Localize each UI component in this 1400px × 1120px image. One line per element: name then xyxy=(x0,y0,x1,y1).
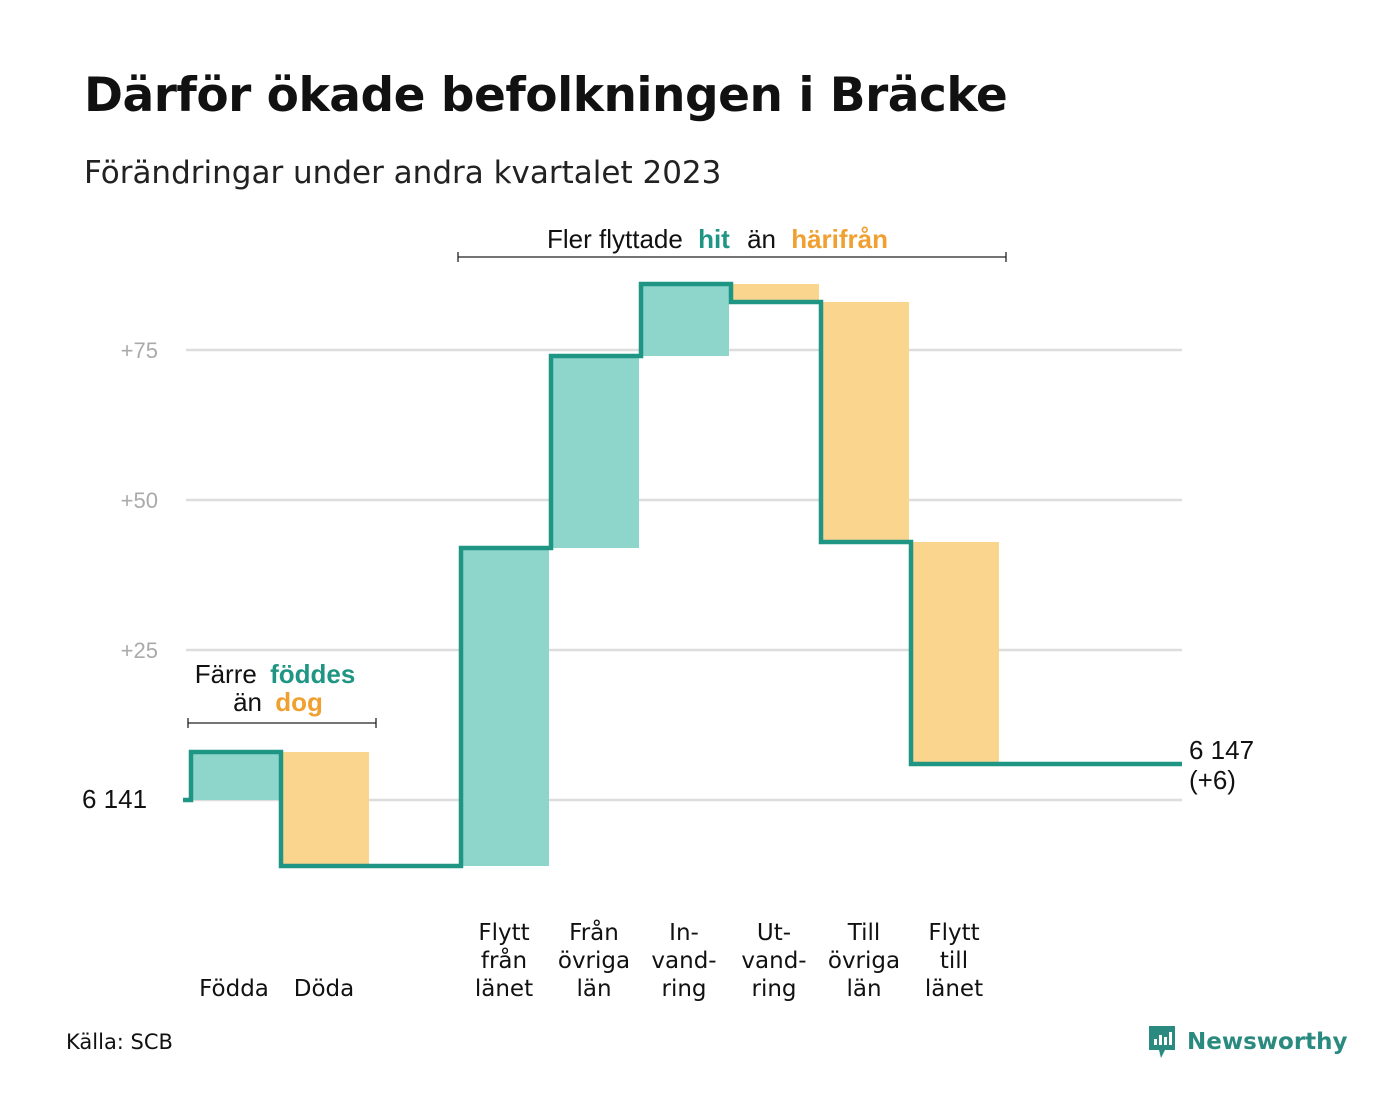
natural-dog: dog xyxy=(275,687,323,717)
bars xyxy=(189,284,999,866)
newsworthy-logo-icon xyxy=(1149,1026,1175,1058)
x-category-label: Flytt xyxy=(478,920,529,946)
x-category-label: ring xyxy=(751,976,796,1002)
end-value-label: 6 147 xyxy=(1189,735,1254,765)
gridlines xyxy=(186,348,1182,802)
svg-text:än dog: än dog xyxy=(233,687,323,717)
waterfall-bar xyxy=(549,356,639,548)
migration-hit: hit xyxy=(698,224,730,254)
y-tick-label: +50 xyxy=(121,488,158,513)
x-category-label: Döda xyxy=(294,976,354,1002)
end-change-label: (+6) xyxy=(1189,765,1236,795)
base-value-label: 6 141 xyxy=(82,784,147,814)
migration-harifran: härifrån xyxy=(791,224,888,254)
x-category-label: länet xyxy=(475,976,533,1002)
waterfall-bar xyxy=(459,548,549,866)
x-category-label: Ut- xyxy=(757,920,791,946)
y-tick-label: +75 xyxy=(121,338,158,363)
natural-annotation: Färre föddes än dog xyxy=(187,659,377,728)
migration-prefix: Fler flyttade xyxy=(547,224,683,254)
waterfall-bar xyxy=(189,752,279,800)
source-note: Källa: SCB xyxy=(66,1030,173,1054)
x-category-label: vand- xyxy=(741,948,806,974)
brand-logo: Newsworthy xyxy=(1147,1022,1348,1062)
y-tick-labels: +25 +50 +75 xyxy=(121,338,158,663)
x-category-label: till xyxy=(940,948,968,974)
natural-an: än xyxy=(233,687,262,717)
natural-foddes: föddes xyxy=(270,659,355,689)
x-category-label: Flytt xyxy=(928,920,979,946)
waterfall-bar xyxy=(909,542,999,764)
migration-middle: än xyxy=(747,224,776,254)
x-category-label: In- xyxy=(669,920,699,946)
svg-text:Färre föddes: Färre föddes xyxy=(195,659,356,689)
waterfall-bar xyxy=(639,284,729,356)
brand-name: Newsworthy xyxy=(1187,1029,1348,1055)
waterfall-bar xyxy=(729,284,819,302)
waterfall-bar xyxy=(819,302,909,542)
natural-prefix: Färre xyxy=(195,659,257,689)
step-line xyxy=(183,281,1182,869)
migration-annotation: Fler flyttade hit än härifrån xyxy=(457,224,1007,262)
y-tick-label: +25 xyxy=(121,638,158,663)
x-category-label: län xyxy=(576,976,611,1002)
x-category-label: Till xyxy=(847,920,881,946)
x-category-label: ring xyxy=(661,976,706,1002)
svg-text:Fler flyttade hit: Fler flyttade hit än härifrån xyxy=(547,224,888,254)
chart-title: Därför ökade befolkningen i Bräcke xyxy=(84,68,1008,123)
x-category-label: Födda xyxy=(199,976,269,1002)
cumulative-step-line xyxy=(183,281,1182,869)
x-category-label: övriga xyxy=(828,948,900,974)
x-category-label: vand- xyxy=(651,948,716,974)
waterfall-bar xyxy=(279,752,369,866)
x-category-label: övriga xyxy=(558,948,630,974)
x-category-label: län xyxy=(846,976,881,1002)
x-category-label: länet xyxy=(925,976,983,1002)
chart-subtitle: Förändringar under andra kvartalet 2023 xyxy=(84,155,722,191)
x-category-label: Från xyxy=(569,918,619,946)
x-category-label: från xyxy=(481,946,527,974)
x-category-labels: Födda DödaFlyttfrånlänetFrånövrigalänIn-v… xyxy=(199,918,983,1002)
